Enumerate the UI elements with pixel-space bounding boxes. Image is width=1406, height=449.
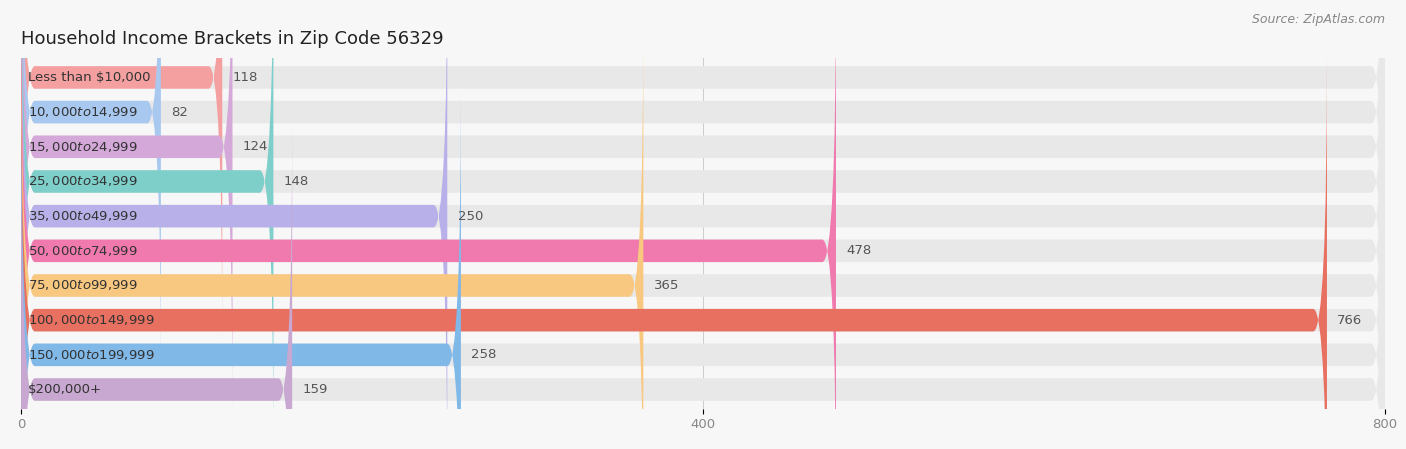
- Text: $75,000 to $99,999: $75,000 to $99,999: [28, 278, 138, 292]
- Text: 258: 258: [471, 348, 496, 361]
- Text: 478: 478: [846, 244, 872, 257]
- Text: 82: 82: [172, 106, 188, 119]
- FancyBboxPatch shape: [21, 0, 273, 448]
- Text: Source: ZipAtlas.com: Source: ZipAtlas.com: [1251, 13, 1385, 26]
- FancyBboxPatch shape: [21, 89, 1385, 449]
- Text: $10,000 to $14,999: $10,000 to $14,999: [28, 105, 138, 119]
- FancyBboxPatch shape: [21, 54, 1385, 449]
- Text: $25,000 to $34,999: $25,000 to $34,999: [28, 175, 138, 189]
- FancyBboxPatch shape: [21, 89, 461, 449]
- FancyBboxPatch shape: [21, 123, 1385, 449]
- FancyBboxPatch shape: [21, 19, 644, 449]
- FancyBboxPatch shape: [21, 54, 1327, 449]
- Text: 148: 148: [284, 175, 309, 188]
- Text: $200,000+: $200,000+: [28, 383, 101, 396]
- Text: $50,000 to $74,999: $50,000 to $74,999: [28, 244, 138, 258]
- FancyBboxPatch shape: [21, 0, 1385, 449]
- Text: 250: 250: [457, 210, 482, 223]
- Text: 365: 365: [654, 279, 679, 292]
- Text: Less than $10,000: Less than $10,000: [28, 71, 150, 84]
- Text: $100,000 to $149,999: $100,000 to $149,999: [28, 313, 155, 327]
- FancyBboxPatch shape: [21, 123, 292, 449]
- Text: 118: 118: [232, 71, 257, 84]
- FancyBboxPatch shape: [21, 0, 160, 378]
- FancyBboxPatch shape: [21, 0, 222, 343]
- Text: $35,000 to $49,999: $35,000 to $49,999: [28, 209, 138, 223]
- Text: Household Income Brackets in Zip Code 56329: Household Income Brackets in Zip Code 56…: [21, 31, 444, 48]
- Text: 124: 124: [243, 140, 269, 153]
- Text: 766: 766: [1337, 314, 1362, 327]
- FancyBboxPatch shape: [21, 0, 1385, 378]
- FancyBboxPatch shape: [21, 0, 1385, 449]
- Text: $150,000 to $199,999: $150,000 to $199,999: [28, 348, 155, 362]
- Text: $15,000 to $24,999: $15,000 to $24,999: [28, 140, 138, 154]
- FancyBboxPatch shape: [21, 0, 447, 449]
- FancyBboxPatch shape: [21, 0, 232, 413]
- Text: 159: 159: [302, 383, 328, 396]
- FancyBboxPatch shape: [21, 0, 1385, 448]
- FancyBboxPatch shape: [21, 0, 1385, 343]
- FancyBboxPatch shape: [21, 0, 1385, 413]
- FancyBboxPatch shape: [21, 19, 1385, 449]
- FancyBboxPatch shape: [21, 0, 837, 449]
